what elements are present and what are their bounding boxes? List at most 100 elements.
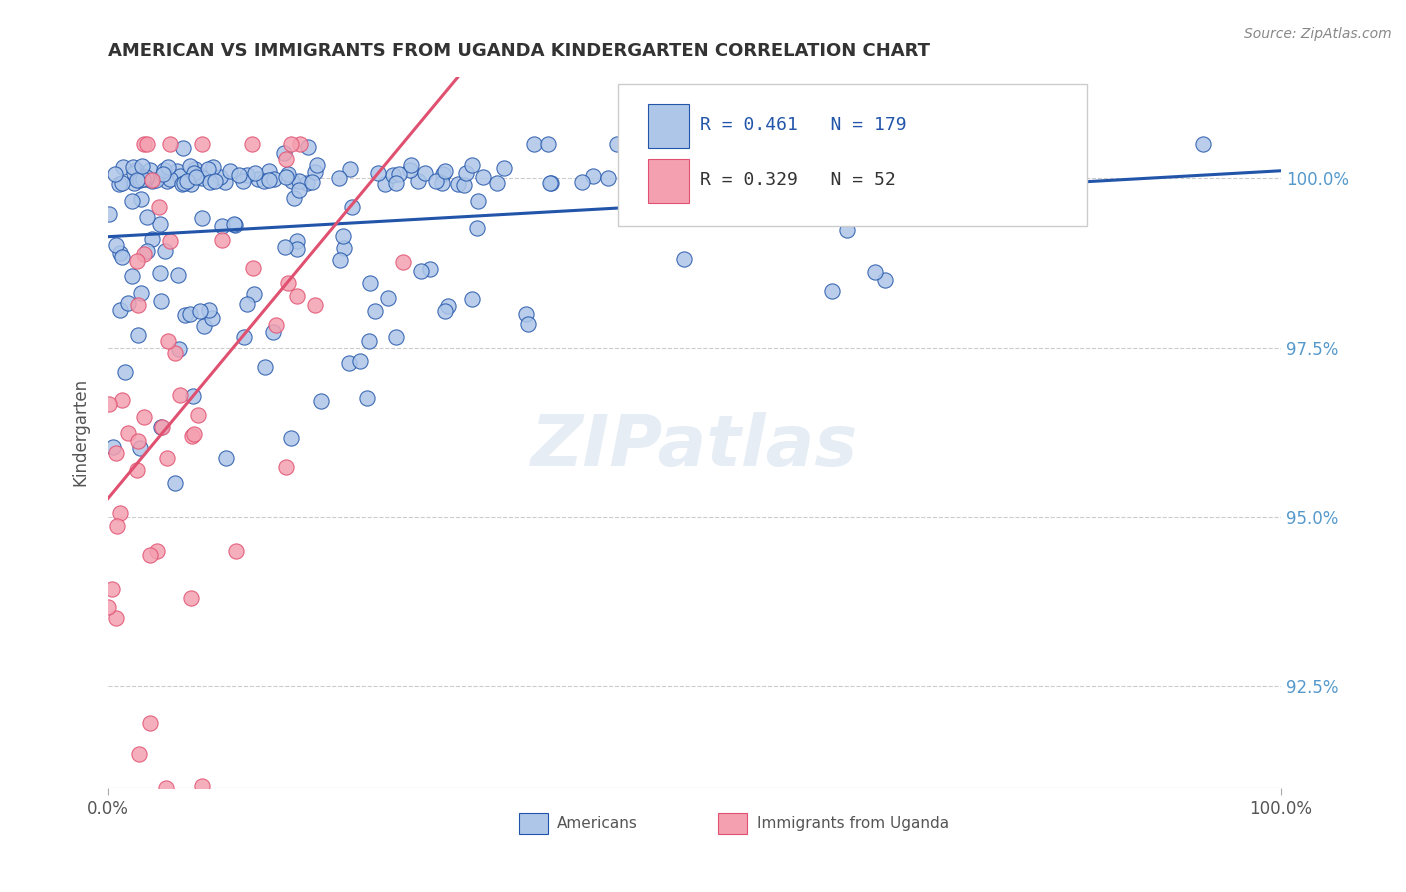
- Point: [141, 232, 163, 246]
- Point: [179, 307, 201, 321]
- Point: [180, 591, 202, 606]
- Point: [163, 475, 186, 490]
- Point: [364, 303, 387, 318]
- Point: [263, 172, 285, 186]
- Point: [111, 250, 134, 264]
- Point: [447, 177, 470, 191]
- Point: [127, 830, 149, 844]
- Point: [145, 173, 167, 187]
- Point: [180, 177, 202, 191]
- Point: [155, 450, 177, 465]
- Point: [155, 174, 177, 188]
- Point: [191, 137, 214, 152]
- Point: [105, 237, 128, 252]
- Point: [121, 194, 143, 208]
- Point: [339, 161, 361, 176]
- Point: [153, 244, 176, 259]
- Point: [242, 261, 264, 276]
- Point: [433, 164, 456, 178]
- Point: [240, 137, 263, 152]
- Point: [225, 544, 247, 558]
- Point: [197, 161, 219, 176]
- Point: [537, 137, 560, 152]
- Point: [129, 285, 152, 300]
- Point: [280, 431, 302, 445]
- Point: [114, 365, 136, 379]
- Point: [105, 446, 128, 460]
- Point: [201, 310, 224, 325]
- Point: [236, 297, 259, 311]
- Point: [135, 172, 157, 186]
- Point: [204, 174, 226, 188]
- Point: [172, 140, 194, 154]
- Point: [146, 543, 169, 558]
- Point: [246, 172, 269, 186]
- Point: [685, 173, 707, 187]
- Point: [388, 167, 411, 181]
- Point: [432, 167, 454, 181]
- Point: [111, 176, 134, 190]
- Point: [105, 611, 128, 625]
- Bar: [519, 813, 548, 834]
- Point: [139, 163, 162, 178]
- Point: [966, 137, 988, 152]
- Point: [456, 166, 478, 180]
- Point: [304, 298, 326, 312]
- Point: [276, 460, 298, 475]
- Point: [419, 262, 441, 277]
- Text: Immigrants from Uganda: Immigrants from Uganda: [756, 816, 949, 830]
- Point: [276, 169, 298, 184]
- Point: [377, 291, 399, 305]
- Point: [200, 175, 222, 189]
- Point: [304, 165, 326, 179]
- Text: Source: ZipAtlas.com: Source: ZipAtlas.com: [1244, 27, 1392, 41]
- Point: [183, 161, 205, 176]
- Point: [159, 137, 181, 152]
- Point: [233, 329, 256, 343]
- Point: [169, 169, 191, 183]
- Point: [139, 548, 162, 562]
- Point: [821, 285, 844, 299]
- Point: [382, 168, 405, 182]
- Point: [163, 346, 186, 360]
- Point: [517, 317, 540, 331]
- Point: [129, 192, 152, 206]
- Point: [135, 137, 157, 152]
- Point: [121, 269, 143, 284]
- Point: [332, 242, 354, 256]
- Point: [262, 325, 284, 339]
- Point: [295, 176, 318, 190]
- Point: [782, 185, 804, 199]
- Point: [98, 207, 121, 221]
- Point: [283, 191, 305, 205]
- Point: [108, 303, 131, 318]
- Point: [128, 169, 150, 183]
- Point: [297, 140, 319, 154]
- Point: [167, 268, 190, 282]
- Point: [141, 173, 163, 187]
- Point: [538, 176, 561, 190]
- Point: [657, 165, 679, 179]
- Point: [127, 327, 149, 342]
- Point: [434, 304, 457, 318]
- Text: AMERICAN VS IMMIGRANTS FROM UGANDA KINDERGARTEN CORRELATION CHART: AMERICAN VS IMMIGRANTS FROM UGANDA KINDE…: [108, 42, 929, 60]
- Point: [453, 178, 475, 192]
- Point: [374, 178, 396, 192]
- Point: [193, 318, 215, 333]
- Point: [243, 286, 266, 301]
- Point: [606, 137, 628, 152]
- Point: [97, 600, 120, 615]
- Point: [398, 162, 420, 177]
- Point: [1192, 137, 1215, 152]
- Point: [152, 167, 174, 181]
- Point: [281, 174, 304, 188]
- Point: [181, 388, 204, 402]
- Point: [337, 356, 360, 370]
- Text: R = 0.461   N = 179: R = 0.461 N = 179: [700, 116, 907, 134]
- Point: [183, 166, 205, 180]
- Point: [127, 434, 149, 449]
- Point: [191, 779, 214, 793]
- Point: [467, 194, 489, 208]
- Point: [132, 137, 155, 152]
- Point: [274, 152, 297, 166]
